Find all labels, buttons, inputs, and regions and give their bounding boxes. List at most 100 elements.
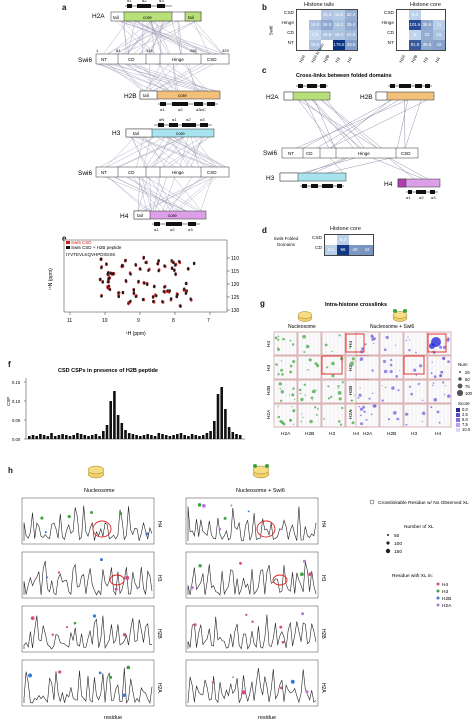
g-highlight-box <box>321 355 343 375</box>
a-xl-line <box>151 136 173 168</box>
g-left-dot <box>279 419 283 423</box>
g-right-dot <box>374 404 377 408</box>
g-right-dot <box>390 358 393 362</box>
heatmap-cell: 33 <box>421 30 433 40</box>
d-row-title: Swi6 Folded Domains <box>273 236 299 247</box>
e-peak-bound <box>192 261 196 265</box>
g-right-cell <box>379 331 404 356</box>
panel-d-label: d <box>262 226 267 235</box>
g-left-dot <box>341 360 344 363</box>
c-xl-line <box>298 99 378 149</box>
heatmap-cell <box>321 40 333 50</box>
e-peak-free <box>170 259 174 264</box>
g-left-dot <box>282 422 286 426</box>
f-bar <box>57 435 61 439</box>
h-right-xl-dot <box>202 504 206 508</box>
e-peak-free <box>148 267 151 272</box>
g-right-dot <box>430 406 433 409</box>
g-left-dot <box>348 363 351 365</box>
f-bar <box>161 434 164 439</box>
g-right-dot <box>360 350 364 354</box>
e-peak-free <box>120 264 124 269</box>
e-peak-bound <box>170 259 173 263</box>
a-xl-line <box>158 63 174 92</box>
h-left-xl-dot <box>145 532 149 536</box>
a-swi6b-nt: NT <box>101 170 107 175</box>
heatmap-cell: 40 <box>349 245 361 255</box>
g-right-dot <box>421 399 424 402</box>
e-peak-bound <box>184 291 188 295</box>
g-right-cell <box>427 379 452 404</box>
h-nucleosome-icon <box>87 465 105 479</box>
g-nucleosome-icon <box>297 311 313 322</box>
a-swi6b-csd: CSD <box>207 170 217 175</box>
g-left-title: Nucleosome <box>288 324 316 330</box>
g-left-col-label: H4 <box>353 431 359 437</box>
a-xl-line <box>169 136 189 168</box>
c-h3-bar <box>279 172 347 182</box>
g-right-cell <box>355 331 380 356</box>
heatmap-cell <box>361 235 373 245</box>
a-h2b-ss1: α1 <box>160 107 165 112</box>
g-legend-num-label: 75 <box>465 384 470 389</box>
a-xl-line <box>193 136 217 168</box>
f-title: CSD CSPs in presence of H2B peptide <box>58 368 158 374</box>
e-peak-free <box>124 279 128 284</box>
g-left-dot <box>356 361 359 364</box>
a-xl-line <box>118 63 145 92</box>
g-right-dot <box>371 335 374 338</box>
heatmap-cell: 24.5 <box>345 30 357 40</box>
g-left-dot <box>350 399 353 402</box>
g-left-dot <box>337 391 342 395</box>
f-bar <box>157 433 161 439</box>
a-xl-line <box>133 20 172 55</box>
g-right-dot <box>360 422 364 426</box>
a-xl-line <box>178 20 183 55</box>
a-xl-line <box>132 20 213 55</box>
a-xl-line <box>108 63 218 92</box>
a-xl-line <box>114 20 178 55</box>
g-legend-score-swatch <box>456 408 460 412</box>
a-xl-line <box>167 136 226 168</box>
h-highlight-circle <box>272 574 288 586</box>
g-left-dot <box>314 406 317 409</box>
heatmap-cell <box>297 10 309 20</box>
c-xl-line <box>404 99 422 149</box>
g-right-dot <box>408 385 412 388</box>
a-xl-line <box>99 136 155 168</box>
h-legend-num-label: 100 <box>394 541 402 547</box>
h-xlabel-left: residue <box>104 715 122 721</box>
f-bar <box>198 436 201 439</box>
a-h2b-bar <box>139 90 221 100</box>
a-h4-ss1: α1 <box>154 227 159 232</box>
a-xl-line <box>163 176 202 212</box>
a-xl-line <box>156 136 219 168</box>
a-xl-line <box>162 63 214 92</box>
f-bar <box>50 433 53 439</box>
heatmap-cell <box>433 10 445 20</box>
g-left-cell <box>321 379 346 404</box>
a-h2a-tail: tail <box>113 15 119 20</box>
f-bar <box>135 435 138 439</box>
g-right-dot <box>432 350 436 354</box>
e-peak-free <box>107 277 110 282</box>
e-peak-bound <box>109 271 112 275</box>
g-legend-num-dot <box>456 389 464 397</box>
panel-d: Histone core Swi6 Folded Domains CSD CD 6… <box>270 226 380 270</box>
g-left-dot <box>281 373 284 376</box>
g-legend-score-label: 7.5 <box>462 422 468 427</box>
f-bar <box>176 434 179 439</box>
e-peak-bound <box>111 271 115 276</box>
a-xl-line <box>127 20 136 55</box>
a-xl-line <box>171 20 182 55</box>
g-left-cell <box>297 403 322 428</box>
a-xl-line <box>139 20 161 55</box>
heatmap-col-label: H4 <box>346 56 354 64</box>
g-left-dot <box>309 419 313 424</box>
e-ytick-label: 115 <box>231 269 239 275</box>
f-bar <box>120 423 124 439</box>
e-peak-free <box>184 289 188 293</box>
e-ylabel: ¹⁵N (ppm) <box>48 268 54 290</box>
h-left-profile-line <box>23 615 153 650</box>
